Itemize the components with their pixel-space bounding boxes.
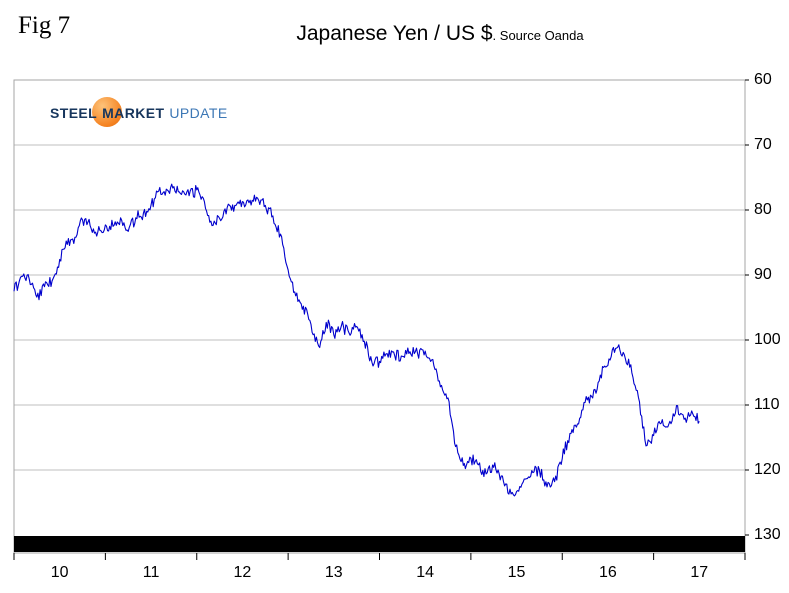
chart-title-source: . Source Oanda	[492, 28, 584, 43]
chart-title-main: Japanese Yen / US $	[296, 22, 493, 45]
logo-globe-icon	[92, 97, 122, 127]
smu-logo: STEEL MARKET UPDATE	[50, 97, 228, 127]
figure-label: Fig 7	[18, 12, 71, 39]
axis-black-bar	[14, 536, 745, 552]
plot-border	[13, 79, 746, 554]
logo-word-market: MARKET	[102, 105, 165, 121]
logo-word-steel: STEEL	[50, 105, 98, 121]
y-tick-label: 80	[754, 201, 772, 218]
x-tick-label: 12	[234, 564, 252, 581]
x-tick-label: 11	[143, 564, 160, 581]
exchange-rate-line	[13, 183, 700, 497]
x-tick-label: 13	[325, 564, 343, 581]
y-tick-label: 130	[754, 526, 781, 543]
x-tick-label: 14	[416, 564, 434, 581]
y-tick-label: 90	[754, 266, 772, 283]
y-tick-label: 60	[754, 71, 772, 88]
y-tick-label: 100	[754, 331, 781, 348]
x-tick-label: 17	[690, 564, 708, 581]
x-tick-label: 16	[599, 564, 617, 581]
x-tick-label: 10	[51, 564, 69, 581]
y-tick-label: 110	[754, 396, 780, 413]
logo-word-update: UPDATE	[169, 105, 228, 121]
y-tick-label: 120	[754, 461, 781, 478]
x-tick-label: 15	[508, 564, 526, 581]
y-tick-label: 70	[754, 136, 772, 153]
chart-title: Japanese Yen / US $. Source Oanda	[90, 22, 789, 46]
